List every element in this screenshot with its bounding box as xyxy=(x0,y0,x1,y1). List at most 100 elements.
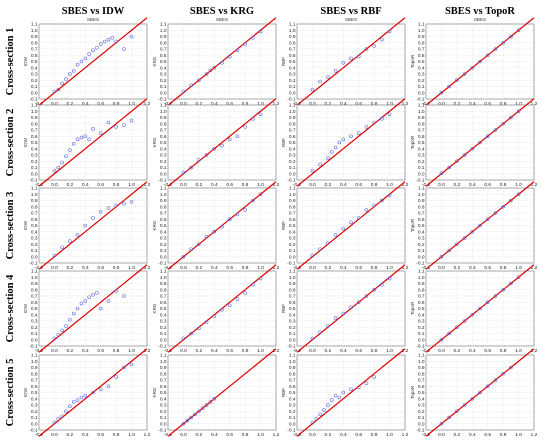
y-tick-label: 0.9 xyxy=(160,281,167,287)
y-tick-label: 0.2 xyxy=(31,78,38,84)
data-point xyxy=(509,115,513,120)
x-tick-label: -0.2 xyxy=(293,265,302,271)
y-tick-label: 0.5 xyxy=(289,390,296,396)
data-point xyxy=(75,398,80,402)
data-point xyxy=(455,159,459,164)
y-tick-label: 1.1 xyxy=(31,269,38,275)
y-tick-label: 1.0 xyxy=(418,109,425,115)
data-point xyxy=(56,416,61,421)
y-tick-label: 1.0 xyxy=(418,28,425,34)
x-tick-label: 0.8 xyxy=(113,432,120,438)
data-point xyxy=(470,312,475,317)
x-tick-label: -0.2 xyxy=(164,182,173,188)
data-point xyxy=(243,125,247,129)
y-tick-label: -0.1 xyxy=(29,428,38,434)
data-point xyxy=(98,387,103,392)
data-point xyxy=(349,387,353,392)
y-tick-label: 0.3 xyxy=(418,72,425,78)
x-tick-label: 0.6 xyxy=(226,432,233,438)
data-point xyxy=(102,39,107,44)
y-tick-label: 1.0 xyxy=(160,28,167,34)
y-tick-label: 0.6 xyxy=(289,384,296,390)
data-point xyxy=(64,154,68,159)
x-tick-label: 1.0 xyxy=(386,101,393,107)
y-tick-label: 0.9 xyxy=(31,281,38,287)
y-tick-label: 1.0 xyxy=(289,109,296,115)
y-tick-label: 0.0 xyxy=(31,254,38,260)
y-tick-label: 0.3 xyxy=(289,403,296,409)
data-point xyxy=(106,206,111,210)
data-point xyxy=(380,116,384,121)
x-tick-label: 0.8 xyxy=(371,432,378,438)
y-tick-label: 0.2 xyxy=(418,242,425,248)
y-axis-title: RBF xyxy=(281,304,286,313)
y-tick-label: 0.4 xyxy=(31,229,38,235)
data-point xyxy=(516,109,521,114)
column-title-rbf: SBES vs RBF xyxy=(320,6,381,17)
x-tick-label: 0.6 xyxy=(484,432,491,438)
y-tick-label: 1.0 xyxy=(31,275,38,281)
data-point xyxy=(372,287,376,292)
x-tick-label: 0.2 xyxy=(454,265,461,271)
y-tick-label: 0.3 xyxy=(289,236,296,242)
data-point xyxy=(212,146,217,151)
y-axis-title: RBF xyxy=(281,138,286,147)
data-point xyxy=(337,140,342,145)
data-point xyxy=(52,89,57,94)
x-tick-label: 0.2 xyxy=(454,432,461,438)
y-tick-label: 0.2 xyxy=(418,159,425,165)
x-tick-label: 0.4 xyxy=(211,265,218,271)
y-tick-label: 1.0 xyxy=(418,275,425,281)
x-tick-label: 0.0 xyxy=(309,182,316,188)
y-tick-label: 0.4 xyxy=(160,396,167,402)
x-tick-label: 0.6 xyxy=(97,101,104,107)
data-point xyxy=(364,294,369,298)
y-tick-label: 0.7 xyxy=(289,47,296,53)
data-point xyxy=(212,65,217,70)
data-point xyxy=(60,328,64,333)
y-tick-label: 0.3 xyxy=(160,153,167,159)
y-tick-label: 0.2 xyxy=(160,409,167,415)
y-tick-label: 0.5 xyxy=(31,223,38,229)
data-point xyxy=(251,116,255,121)
data-point xyxy=(64,324,68,328)
x-tick-label: 0.8 xyxy=(113,182,120,188)
data-point xyxy=(372,203,376,208)
x-tick-label: 0.2 xyxy=(325,182,332,188)
y-axis-title: IDW xyxy=(23,387,28,397)
scatter-panel-r1-c1: -0.20.00.20.40.60.81.01.21.11.00.90.80.7… xyxy=(23,17,151,107)
y-tick-label: 0.3 xyxy=(31,153,38,159)
data-point xyxy=(509,34,513,39)
y-tick-label: 0.1 xyxy=(160,84,167,90)
x-tick-label: 0.4 xyxy=(340,182,347,188)
y-tick-label: 0.6 xyxy=(160,134,167,140)
y-tick-label: 1.0 xyxy=(31,359,38,365)
data-point xyxy=(314,416,319,421)
data-point xyxy=(516,192,521,197)
x-tick-label: -0.2 xyxy=(293,348,302,354)
data-point xyxy=(75,233,80,237)
y-tick-label: 0.1 xyxy=(160,331,167,337)
y-tick-label: 0.3 xyxy=(418,153,425,159)
y-tick-label: 0.9 xyxy=(418,115,425,121)
data-point xyxy=(493,378,498,382)
x-tick-label: 0.8 xyxy=(371,182,378,188)
y-tick-label: 0.2 xyxy=(160,325,167,331)
data-point xyxy=(478,390,482,395)
y-tick-label: 0.0 xyxy=(31,90,38,96)
y-tick-label: 0.9 xyxy=(31,198,38,204)
reference-line xyxy=(425,98,535,187)
data-point xyxy=(341,226,346,231)
y-tick-label: 1.0 xyxy=(160,109,167,115)
y-tick-label: -0.1 xyxy=(29,344,38,350)
x-tick-label: 1.2 xyxy=(402,348,409,354)
data-point xyxy=(87,52,91,56)
y-tick-label: 1.1 xyxy=(289,269,296,275)
x-tick-label: 0.2 xyxy=(325,432,332,438)
data-point xyxy=(56,87,61,92)
data-point xyxy=(68,404,72,409)
y-tick-label: 0.4 xyxy=(289,65,296,71)
data-point xyxy=(349,220,353,225)
y-tick-label: 0.7 xyxy=(418,128,425,134)
data-point xyxy=(75,306,80,311)
